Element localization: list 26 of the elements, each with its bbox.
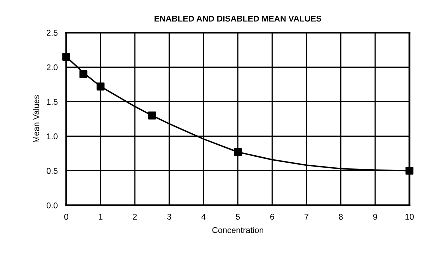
y-tick-label: 2.0	[47, 64, 58, 71]
x-tick-label: 9	[373, 214, 378, 220]
y-tick-label: 2.5	[47, 30, 58, 36]
x-tick-label: 10	[406, 214, 414, 220]
point	[148, 112, 156, 120]
point	[80, 70, 88, 78]
x-tick-label: 3	[167, 214, 172, 220]
x-tick-label: 6	[270, 214, 274, 220]
y-tick-label: 0.5	[46, 168, 58, 174]
point	[96, 82, 105, 91]
x-tick-label: 4	[202, 214, 206, 220]
x-tick-label: 8	[339, 214, 344, 220]
y-tick-label: 1.0	[47, 134, 58, 140]
y-axis-title: Mean Values	[33, 95, 40, 143]
x-tick-label: 5	[236, 214, 240, 220]
x-tick-label: 2	[133, 214, 138, 220]
y-tick-label: 1.5	[47, 99, 58, 106]
x-tick-label: 7	[304, 214, 309, 220]
point	[62, 53, 70, 61]
x-tick-label: 0	[64, 214, 68, 220]
point	[234, 148, 242, 156]
point	[406, 167, 414, 175]
x-tick-label: 1	[99, 214, 103, 220]
y-tick-label: 0.0	[46, 202, 58, 209]
chart-title: ENABLED AND DISABLED MEAN VALUES	[154, 16, 322, 22]
x-axis-title: Concentration	[212, 227, 264, 234]
